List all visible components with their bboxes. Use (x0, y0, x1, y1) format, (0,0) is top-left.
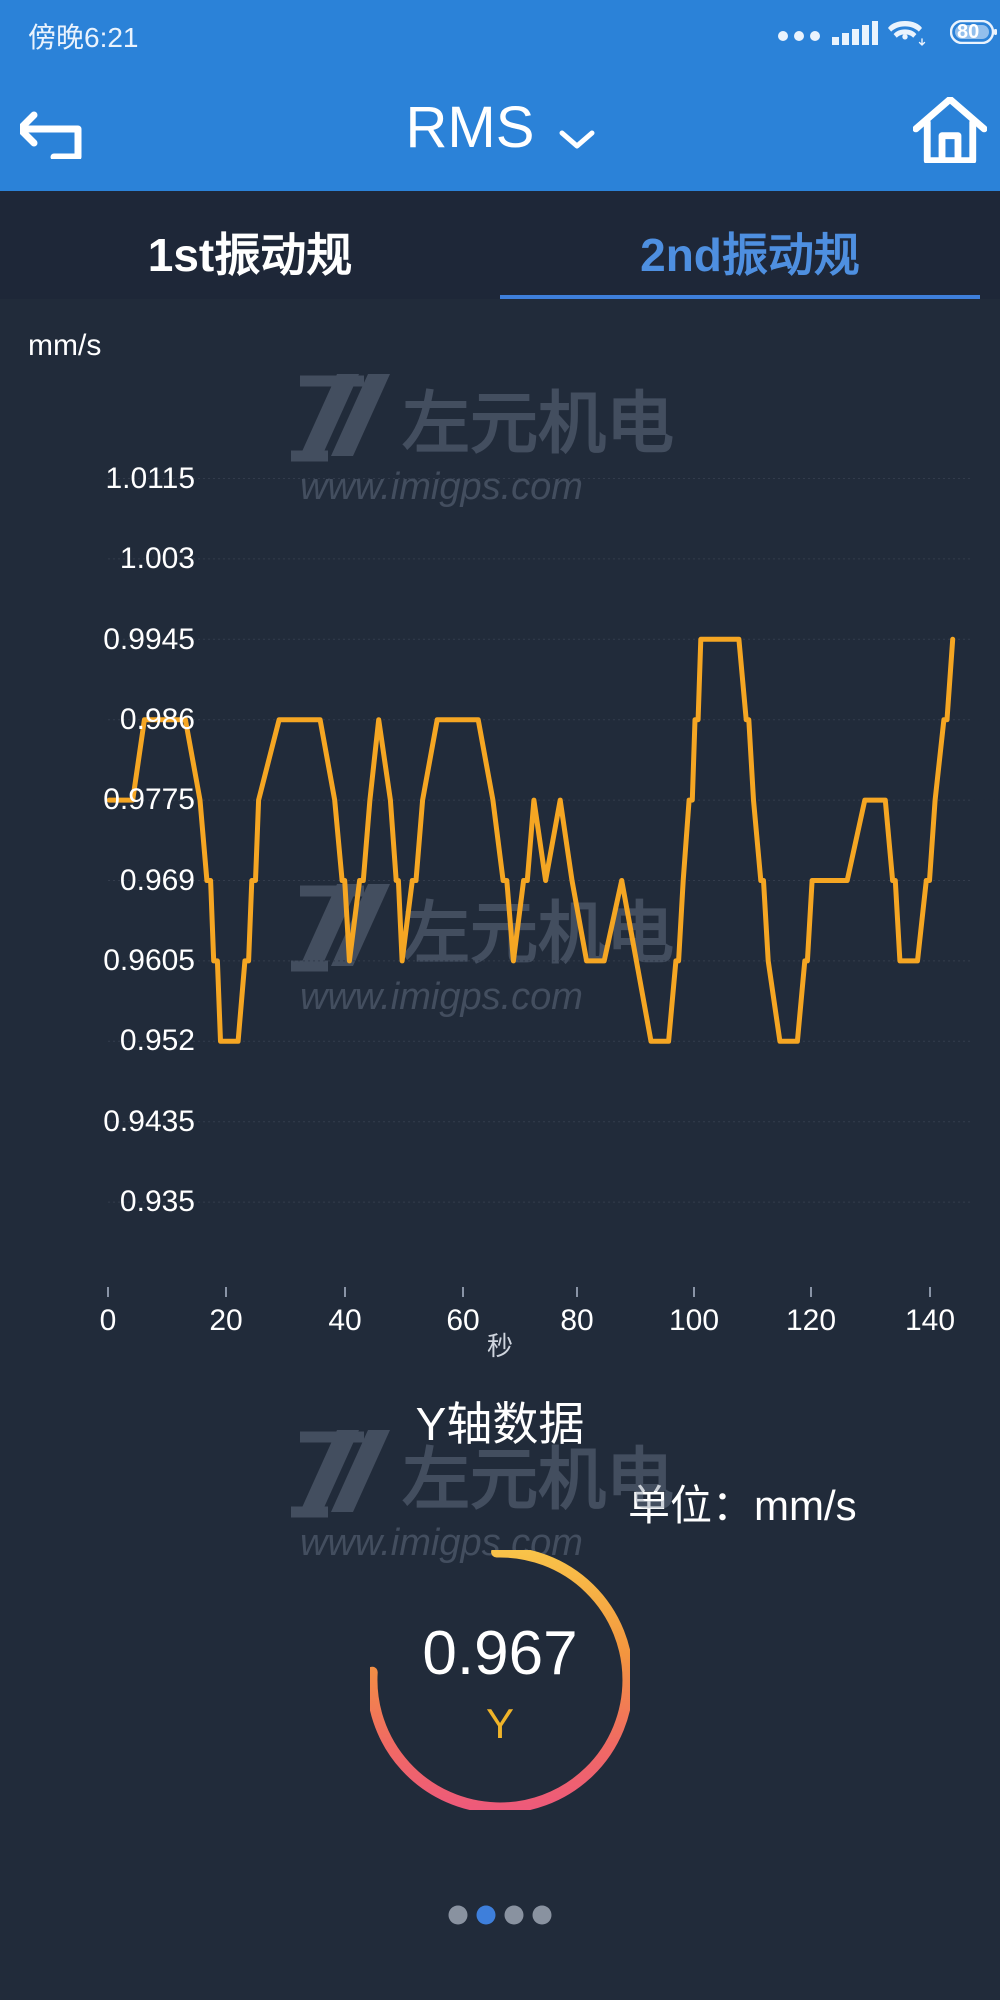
svg-text:左元机电: 左元机电 (402, 1442, 674, 1518)
